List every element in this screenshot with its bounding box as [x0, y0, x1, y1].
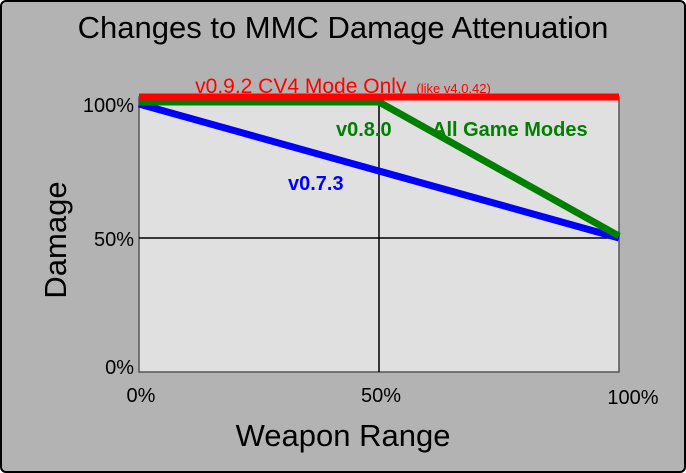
chart-title: Changes to MMC Damage Attenuation [78, 10, 609, 45]
x-tick-label: 0% [127, 385, 156, 407]
x-tick-label: 100% [607, 387, 658, 409]
annotation-green-version: v0.8.0 [336, 119, 392, 141]
series-line-v0.7.3 [138, 100, 620, 242]
y-tick-label: 0% [105, 357, 134, 379]
x-axis-label: Weapon Range [236, 418, 451, 453]
y-tick-label: 100% [83, 95, 134, 117]
annotation-red-note: (like v4.0.42) [416, 81, 490, 96]
x-tick-label: 50% [361, 385, 401, 407]
y-tick-label: 50% [94, 229, 134, 251]
annotation-red-main: v0.9.2 CV4 Mode Only [195, 75, 407, 98]
annotation-green-note: All Game Modes [432, 119, 588, 141]
series-line-v0.8.0 [139, 98, 621, 240]
annotation-blue-version: v0.7.3 [288, 173, 344, 195]
y-axis-label: Damage [38, 181, 73, 298]
annotation-red: v0.9.2 CV4 Mode Only (like v4.0.42) [195, 75, 491, 98]
